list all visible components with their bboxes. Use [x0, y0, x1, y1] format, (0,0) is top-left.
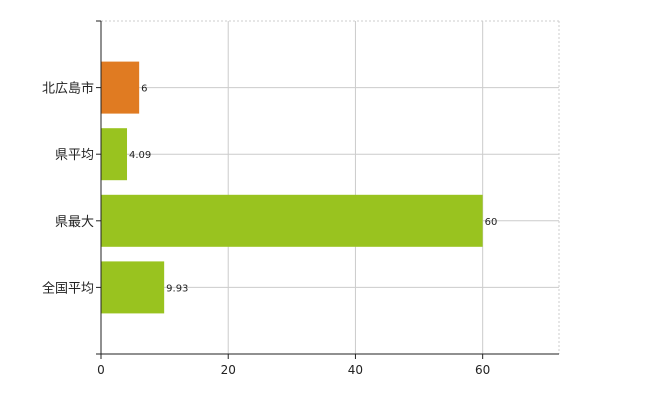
x-tick-label-2: 40: [348, 363, 363, 377]
x-tick-label-1: 20: [221, 363, 236, 377]
bar-2: [101, 194, 483, 247]
category-label-3: 全国平均: [42, 280, 94, 296]
bar-1: [101, 128, 128, 181]
bars: [101, 61, 483, 314]
x-tick-label-0: 0: [97, 363, 105, 377]
data-label-0: 6: [141, 84, 147, 95]
data-label-3: 9.93: [166, 283, 188, 294]
category-label-1: 県平均: [55, 148, 94, 163]
data-label-1: 4.09: [129, 150, 151, 161]
bar-0: [101, 61, 140, 114]
bar-3: [101, 261, 165, 314]
axes: [96, 20, 559, 359]
data-label-2: 60: [485, 217, 498, 228]
gridlines: [101, 20, 560, 354]
x-tick-label-3: 60: [475, 363, 490, 377]
category-label-0: 北広島市: [42, 81, 94, 97]
category-label-2: 県最大: [55, 215, 94, 230]
